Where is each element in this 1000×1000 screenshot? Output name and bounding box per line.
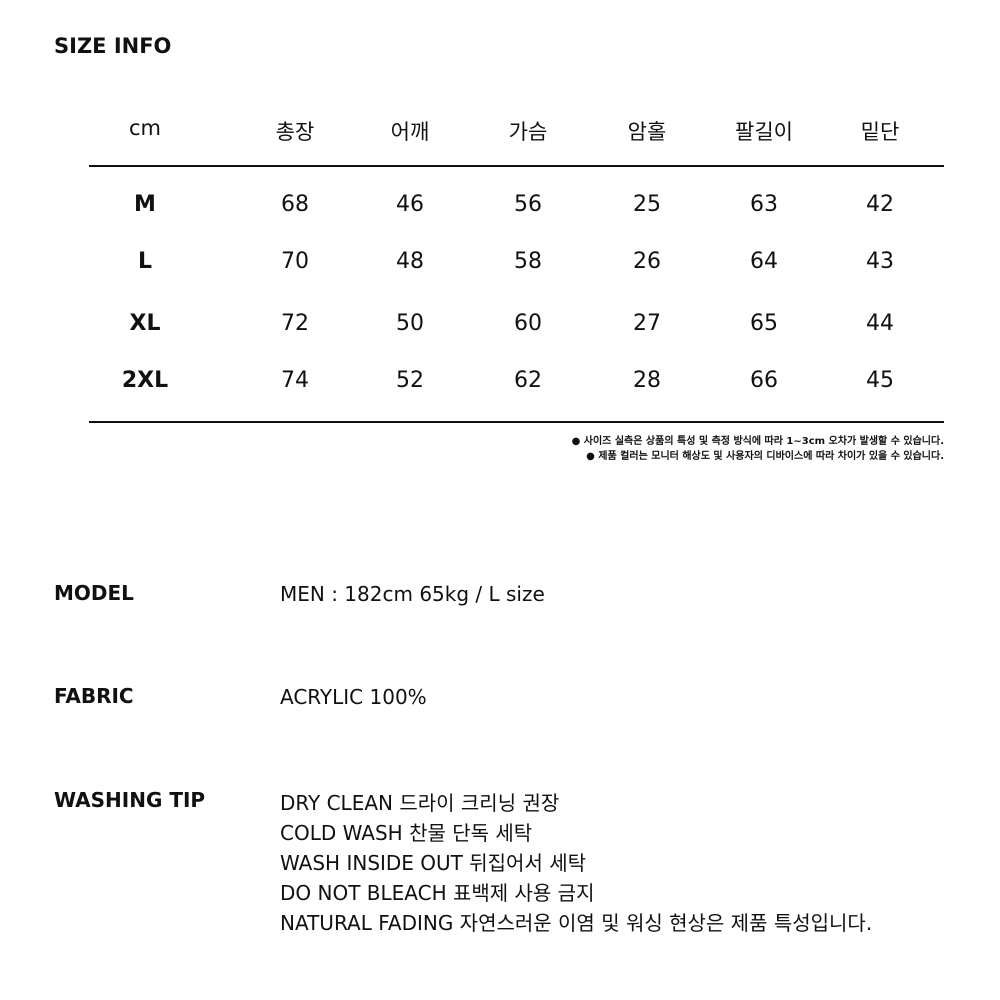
table-cell: 58 <box>514 249 542 274</box>
column-header: cm <box>128 116 161 140</box>
column-header: 가슴 <box>508 120 548 144</box>
column-header: 총장 <box>275 120 315 144</box>
table-cell: 74 <box>281 368 309 393</box>
table-cell: 52 <box>396 368 424 393</box>
model-label: MODEL <box>54 581 134 605</box>
washing-tip: DO NOT BLEACH 표백제 사용 금지 <box>280 881 595 905</box>
table-cell: 48 <box>396 249 424 274</box>
table-cell: 63 <box>750 192 778 217</box>
table-cell: 42 <box>866 192 894 217</box>
column-header: 암홀 <box>627 120 667 144</box>
note-measurement: ● 사이즈 실측은 상품의 특성 및 측정 방식에 따라 1~3cm 오차가 발… <box>571 436 944 447</box>
size-label: XL <box>129 311 161 336</box>
washing-tip: COLD WASH 찬물 단독 세탁 <box>280 821 533 845</box>
table-cell: 65 <box>750 311 778 336</box>
table-cell: 70 <box>281 249 309 274</box>
washing-tip: NATURAL FADING 자연스러운 이염 및 워싱 현상은 제품 특성입니… <box>280 911 873 935</box>
washing-tip: DRY CLEAN 드라이 크리닝 권장 <box>280 791 560 815</box>
table-cell: 46 <box>396 192 424 217</box>
model-value: MEN : 182cm 65kg / L size <box>280 582 545 606</box>
size-label: L <box>137 249 153 274</box>
table-cell: 56 <box>514 192 542 217</box>
size-label: M <box>134 192 156 217</box>
table-cell: 66 <box>750 368 778 393</box>
table-cell: 26 <box>633 249 661 274</box>
table-cell: 68 <box>281 192 309 217</box>
table-cell: 43 <box>866 249 894 274</box>
column-header: 어깨 <box>390 120 430 144</box>
fabric-label: FABRIC <box>54 684 134 708</box>
fabric-value: ACRYLIC 100% <box>280 685 427 709</box>
washing-tips: DRY CLEAN 드라이 크리닝 권장 COLD WASH 찬물 단독 세탁 … <box>280 788 872 938</box>
table-cell: 44 <box>866 311 894 336</box>
table-bottom-divider <box>89 421 944 423</box>
washing-tip: WASH INSIDE OUT 뒤집어서 세탁 <box>280 851 587 875</box>
table-cell: 28 <box>633 368 661 393</box>
column-header: 팔길이 <box>735 120 793 144</box>
header-divider <box>89 165 944 167</box>
table-cell: 64 <box>750 249 778 274</box>
table-cell: 27 <box>633 311 661 336</box>
section-title: SIZE INFO <box>54 34 172 58</box>
washing-label: WASHING TIP <box>54 788 206 812</box>
table-cell: 45 <box>866 368 894 393</box>
column-header: 밑단 <box>860 120 900 144</box>
table-cell: 60 <box>514 311 542 336</box>
table-cell: 25 <box>633 192 661 217</box>
note-color: ● 제품 컬러는 모니터 해상도 및 사용자의 디바이스에 따라 차이가 있을 … <box>586 451 944 462</box>
table-cell: 72 <box>281 311 309 336</box>
table-cell: 50 <box>396 311 424 336</box>
size-label: 2XL <box>121 368 169 393</box>
table-cell: 62 <box>514 368 542 393</box>
